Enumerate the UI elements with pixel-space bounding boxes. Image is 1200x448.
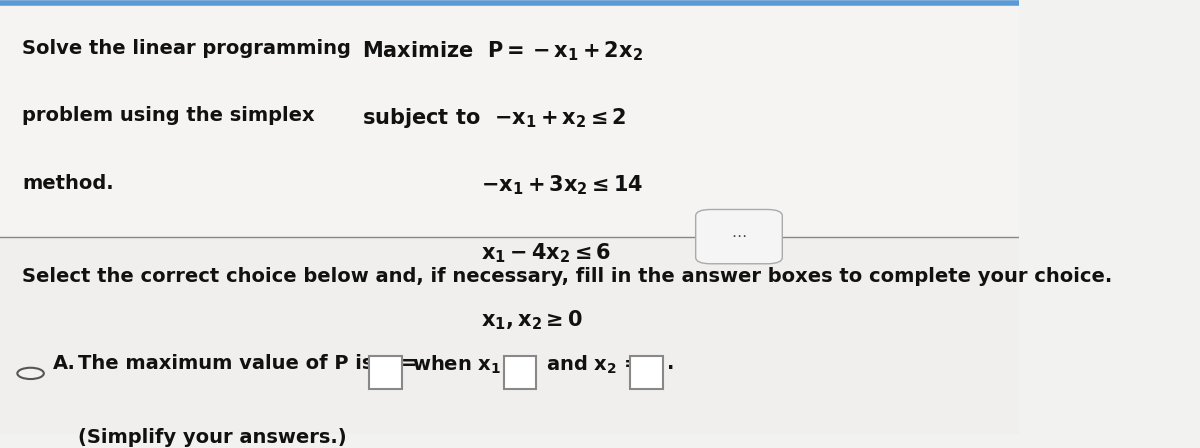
Text: A.: A. [53,354,76,373]
Text: $\mathbf{x_1, x_2 \geq 0}$: $\mathbf{x_1, x_2 \geq 0}$ [481,308,583,332]
Text: problem using the simplex: problem using the simplex [23,106,316,125]
Text: Maximize  $\mathbf{P = -x_1 + 2x_2}$: Maximize $\mathbf{P = -x_1 + 2x_2}$ [362,39,643,63]
Text: when $\mathbf{x_1}$ =: when $\mathbf{x_1}$ = [412,354,523,376]
FancyBboxPatch shape [504,356,536,388]
Text: $\mathbf{-x_1 + 3x_2 \leq 14}$: $\mathbf{-x_1 + 3x_2 \leq 14}$ [481,174,643,197]
Text: and $\mathbf{x_2}$ =: and $\mathbf{x_2}$ = [546,354,640,376]
Text: Solve the linear programming: Solve the linear programming [23,39,352,58]
FancyBboxPatch shape [696,210,782,264]
FancyBboxPatch shape [0,237,1019,434]
Circle shape [17,368,44,379]
FancyBboxPatch shape [0,0,1019,237]
Text: subject to  $\mathbf{-x_1 + x_2 \leq 2}$: subject to $\mathbf{-x_1 + x_2 \leq 2}$ [362,106,626,130]
Text: ⋯: ⋯ [731,229,746,244]
Text: $\mathbf{x_1 - 4x_2 \leq 6}$: $\mathbf{x_1 - 4x_2 \leq 6}$ [481,241,611,265]
Text: (Simplify your answers.): (Simplify your answers.) [78,428,347,447]
FancyBboxPatch shape [368,356,402,388]
Text: The maximum value of P is P =: The maximum value of P is P = [78,354,418,373]
FancyBboxPatch shape [630,356,662,388]
Text: .: . [667,354,674,373]
Text: Select the correct choice below and, if necessary, fill in the answer boxes to c: Select the correct choice below and, if … [23,267,1112,286]
Text: method.: method. [23,174,114,193]
